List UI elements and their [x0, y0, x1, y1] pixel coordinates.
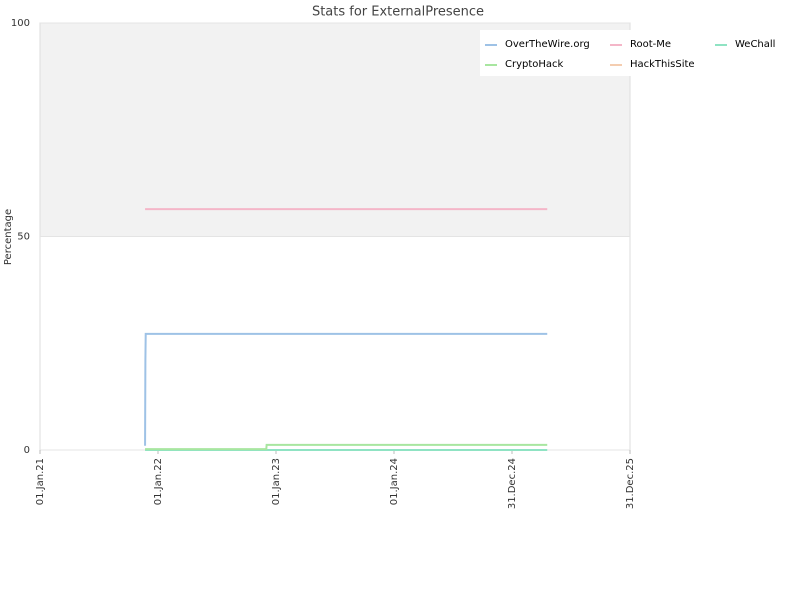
- x-tick-label: 31.Dec.24: [507, 458, 518, 509]
- legend-box: [480, 30, 780, 76]
- y-tick-label: 50: [17, 232, 30, 243]
- legend-label: OverTheWire.org: [505, 39, 590, 50]
- x-tick-label: 01.Jan.22: [153, 458, 164, 505]
- series-line: [144, 332, 548, 446]
- x-tick-label: 31.Dec.25: [625, 458, 636, 509]
- x-tick-label: 01.Jan.21: [35, 458, 46, 505]
- legend-label: CryptoHack: [505, 59, 564, 70]
- y-tick-label: 100: [11, 18, 30, 29]
- series-line: [145, 443, 548, 451]
- legend-label: Root-Me: [630, 39, 671, 50]
- x-tick-label: 01.Jan.23: [271, 458, 282, 505]
- x-tick-label: 01.Jan.24: [389, 458, 400, 505]
- y-tick-label: 0: [24, 445, 30, 456]
- legend-label: WeChall: [735, 39, 775, 50]
- legend-label: HackThisSite: [630, 59, 695, 70]
- y-axis-label: Percentage: [3, 209, 14, 265]
- chart-title: Stats for ExternalPresence: [312, 5, 484, 20]
